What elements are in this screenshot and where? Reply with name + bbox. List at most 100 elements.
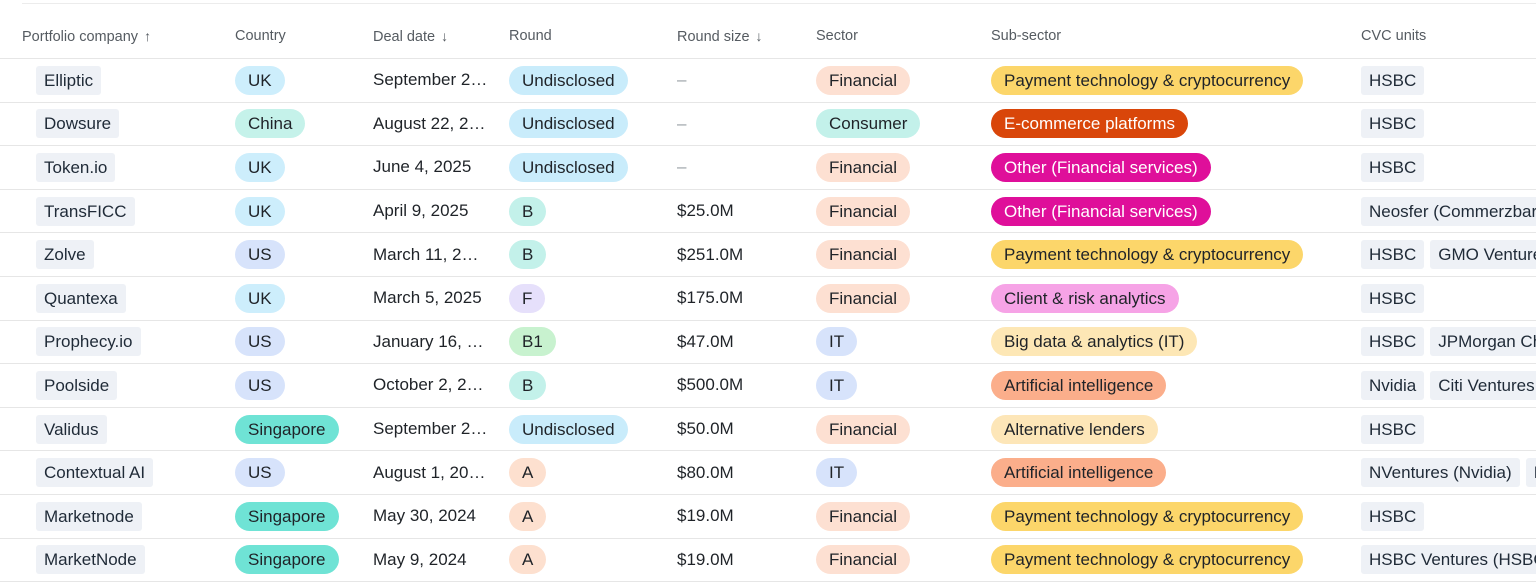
cvc-unit-chip[interactable]: HSBC (1361, 414, 1425, 444)
column-header-sub-sector[interactable]: Sub-sector (991, 28, 1062, 44)
company-chip[interactable]: Quantexa (36, 283, 126, 313)
table-header-row: Portfolio company ↑ Country Deal date ↓ Ro… (0, 14, 1536, 59)
deal-date-text: August 1, 20… (373, 462, 486, 482)
cvc-unit-chip[interactable]: HSBC (1361, 240, 1425, 270)
country-pill: UK (235, 65, 285, 95)
cell-round-size: $50.0M (677, 406, 816, 451)
cvc-unit-chip[interactable]: HSBC Ventures (HSBC) (1361, 545, 1536, 575)
cvc-unit-chip[interactable]: HSBC (1361, 327, 1425, 357)
company-chip[interactable]: Marketnode (36, 501, 142, 531)
table-row[interactable]: TransFICC UK April 9, 2025 B $25.0M Financial… (0, 188, 1536, 233)
cell-country: US (235, 450, 373, 495)
round-pill: B1 (509, 327, 556, 357)
cvc-unit-chip[interactable]: Neosfer (Commerzbar (1361, 196, 1536, 226)
sub-sector-pill: Artificial intelligence (991, 458, 1167, 488)
company-chip[interactable]: Prophecy.io (36, 327, 141, 357)
cell-sector: Financial (816, 58, 991, 103)
cell-company: Marketnode (0, 493, 235, 539)
cell-round-size: $25.0M (677, 188, 816, 233)
cell-round-size: $47.0M (677, 319, 816, 364)
column-header-portfolio-company[interactable]: Portfolio company ↑ (22, 27, 152, 45)
table-row[interactable]: Prophecy.io US January 16, … B1 $47.0M IT Big … (0, 319, 1536, 364)
cvc-unit-chip[interactable]: Nvidia (1361, 370, 1425, 400)
deal-date-text: March 11, 2… (373, 244, 479, 264)
company-chip[interactable]: Contextual AI (36, 458, 154, 488)
table-row[interactable]: Poolside US October 2, 2… B $500.0M IT Artific… (0, 363, 1536, 408)
cell-round-size: $175.0M (677, 275, 816, 321)
round-size-text: $80.0M (677, 462, 734, 482)
cell-round: A (509, 450, 677, 495)
cell-deal-date: September 2… (373, 58, 509, 103)
cell-round-size: – (677, 101, 816, 146)
cell-country: US (235, 319, 373, 364)
country-pill: UK (235, 283, 285, 313)
arrow-down-icon: ↓ (441, 27, 449, 44)
table-row[interactable]: Validus Singapore September 2… Undisclosed $… (0, 406, 1536, 451)
round-pill: Undisclosed (509, 414, 628, 444)
deal-date-text: March 5, 2025 (373, 288, 482, 308)
table-row[interactable]: Zolve US March 11, 2… B $251.0M Financial Paym… (0, 232, 1536, 277)
cell-deal-date: March 5, 2025 (373, 275, 509, 321)
cell-sub-sector: Other (Financial services) (991, 145, 1361, 190)
country-pill: UK (235, 196, 285, 226)
round-pill: B (509, 240, 547, 270)
cell-cvc-units: HSBC (1361, 493, 1536, 539)
cell-deal-date: June 4, 2025 (373, 145, 509, 190)
sector-pill: IT (816, 370, 858, 400)
company-chip[interactable]: TransFICC (36, 196, 135, 226)
cvc-unit-chip[interactable]: I (1525, 458, 1536, 488)
cvc-unit-chip[interactable]: GMO Venture (1430, 240, 1536, 270)
company-chip[interactable]: Token.io (36, 152, 116, 182)
cvc-unit-chip[interactable]: HSBC (1361, 501, 1425, 531)
cvc-unit-chip[interactable]: HSBC (1361, 152, 1425, 182)
column-header-round[interactable]: Round (509, 28, 552, 44)
cell-country: Singapore (235, 406, 373, 451)
cell-country: US (235, 232, 373, 277)
cvc-unit-chip[interactable]: HSBC (1361, 283, 1425, 313)
cell-country: UK (235, 188, 373, 233)
cell-round: A (509, 537, 677, 583)
cvc-unit-chip[interactable]: JPMorgan Cha (1430, 327, 1536, 357)
round-size-text: – (677, 70, 687, 90)
column-header-sector[interactable]: Sector (816, 28, 858, 44)
cvc-unit-chip[interactable]: Citi Ventures (1430, 370, 1536, 400)
column-header-deal-date[interactable]: Deal date ↓ (373, 27, 449, 45)
deal-date-text: April 9, 2025 (373, 201, 469, 221)
table-row[interactable]: Elliptic UK September 2… Undisclosed – Financ… (0, 58, 1536, 103)
deal-date-text: June 4, 2025 (373, 157, 472, 177)
deal-date-text: May 30, 2024 (373, 506, 477, 526)
column-header-country[interactable]: Country (235, 28, 286, 44)
table-row[interactable]: Quantexa UK March 5, 2025 F $175.0M Financial… (0, 275, 1536, 321)
cell-sector: Financial (816, 275, 991, 321)
column-header-cvc-units[interactable]: CVC units (1361, 28, 1427, 44)
country-pill: Singapore (235, 545, 339, 575)
cell-sub-sector: Payment technology & cryptocurrency (991, 537, 1361, 583)
table-row[interactable]: Contextual AI US August 1, 20… A $80.0M IT Art… (0, 450, 1536, 495)
table-row[interactable]: Token.io UK June 4, 2025 Undisclosed – Financ… (0, 145, 1536, 190)
cvc-unit-chip[interactable]: NVentures (Nvidia) (1361, 458, 1520, 488)
cvc-unit-chip[interactable]: HSBC (1361, 65, 1425, 95)
table-row[interactable]: Dowsure China August 22, 2… Undisclosed – Con… (0, 101, 1536, 146)
sub-sector-pill: Artificial intelligence (991, 370, 1167, 400)
company-chip[interactable]: Elliptic (36, 65, 102, 95)
country-pill: Singapore (235, 501, 339, 531)
cell-cvc-units: HSBC (1361, 275, 1536, 321)
cell-deal-date: August 22, 2… (373, 101, 509, 146)
cell-deal-date: September 2… (373, 406, 509, 451)
cell-round-size: $80.0M (677, 450, 816, 495)
company-chip[interactable]: Poolside (36, 370, 118, 400)
sub-sector-pill: Payment technology & cryptocurrency (991, 65, 1304, 95)
round-size-text: – (677, 157, 687, 177)
cell-round-size: $19.0M (677, 537, 816, 583)
sector-pill: IT (816, 327, 858, 357)
cvc-unit-chip[interactable]: HSBC (1361, 109, 1425, 139)
cell-sub-sector: Alternative lenders (991, 406, 1361, 451)
company-chip[interactable]: Zolve (36, 240, 94, 270)
table-row[interactable]: MarketNode Singapore May 9, 2024 A $19.0M Fin… (0, 537, 1536, 583)
company-chip[interactable]: Validus (36, 414, 107, 444)
company-chip[interactable]: Dowsure (36, 109, 120, 139)
sub-sector-pill: Client & risk analytics (991, 283, 1179, 313)
table-row[interactable]: Marketnode Singapore May 30, 2024 A $19.0M Fi… (0, 493, 1536, 539)
column-header-round-size[interactable]: Round size ↓ (677, 27, 763, 45)
company-chip[interactable]: MarketNode (36, 545, 145, 575)
